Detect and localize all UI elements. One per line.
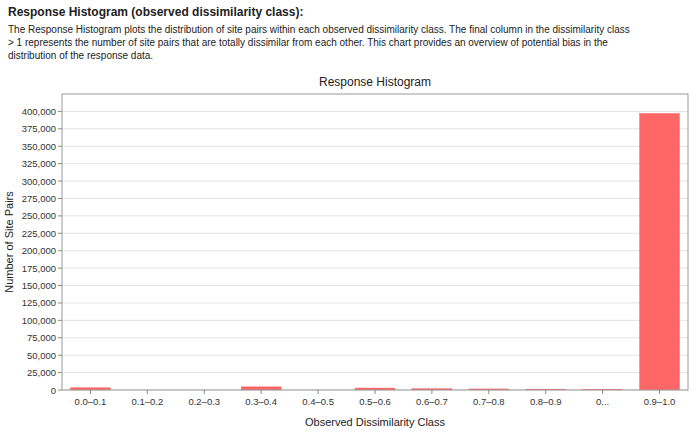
x-tick: [488, 390, 489, 394]
x-tick-label: 0...: [596, 396, 609, 407]
x-tick: [147, 390, 148, 394]
bars: [71, 114, 680, 390]
x-tick-label: 0.2–0.3: [188, 396, 220, 407]
x-axis: 0.0–0.1 0.1–0.2 0.2–0.3 0.3–0.4 0.4–0.5 0.5–0…: [75, 390, 676, 407]
y-tick-label: 100,000: [22, 315, 56, 326]
x-tick: [602, 390, 603, 394]
grid-line: [62, 285, 688, 286]
y-tick-label: 375,000: [22, 123, 56, 134]
y-tick-label: 300,000: [22, 176, 56, 187]
grid-line: [62, 337, 688, 338]
y-tick-label: 200,000: [22, 245, 56, 256]
x-tick-label: 0.4–0.5: [302, 396, 334, 407]
y-axis-label: Number of Site Pairs: [3, 191, 15, 293]
grid-line: [62, 181, 688, 182]
x-tick-label: 0.3–0.4: [245, 396, 277, 407]
x-tick: [261, 390, 262, 394]
y-tick: [58, 233, 62, 234]
y-tick: [58, 337, 62, 338]
y-tick-label: 0: [51, 385, 56, 396]
plot-frame: [62, 94, 688, 390]
y-tick: [58, 215, 62, 216]
grid-line: [62, 250, 688, 251]
y-tick: [58, 146, 62, 147]
y-tick: [58, 198, 62, 199]
x-tick: [431, 390, 432, 394]
y-tick: [58, 268, 62, 269]
bar: [640, 114, 680, 390]
x-tick: [375, 390, 376, 394]
y-tick-label: 275,000: [22, 193, 56, 204]
grid-line: [62, 372, 688, 373]
y-tick-label: 400,000: [22, 106, 56, 117]
grid: [62, 111, 688, 390]
y-axis: 0 25,000 50,000 75,000 100,000 125,000 150,000…: [22, 106, 62, 396]
y-tick: [58, 372, 62, 373]
grid-line: [62, 163, 688, 164]
x-axis-label: Observed Dissimilarity Class: [305, 416, 445, 428]
grid-line: [62, 355, 688, 356]
grid-line: [62, 233, 688, 234]
y-tick-label: 75,000: [27, 332, 56, 343]
grid-line: [62, 128, 688, 129]
grid-line: [62, 111, 688, 112]
x-tick: [204, 390, 205, 394]
header-text: distribution of the response data.: [8, 50, 153, 61]
x-tick-label: 0.0–0.1: [75, 396, 107, 407]
y-tick-label: 225,000: [22, 228, 56, 239]
y-tick: [58, 320, 62, 321]
y-tick-label: 125,000: [22, 297, 56, 308]
y-tick-label: 150,000: [22, 280, 56, 291]
grid-line: [62, 198, 688, 199]
y-tick-label: 175,000: [22, 263, 56, 274]
y-tick: [58, 355, 62, 356]
chart-title: Response Histogram: [319, 75, 431, 89]
y-tick-label: 25,000: [27, 367, 56, 378]
x-tick: [659, 390, 660, 394]
grid-line: [62, 268, 688, 269]
y-tick-label: 325,000: [22, 158, 56, 169]
header-text: The Response Histogram plots the distrib…: [8, 24, 630, 35]
y-tick: [58, 181, 62, 182]
y-tick: [58, 285, 62, 286]
x-tick: [318, 390, 319, 394]
y-tick: [58, 250, 62, 251]
y-tick-label: 50,000: [27, 350, 56, 361]
y-tick: [58, 302, 62, 303]
y-tick: [58, 390, 62, 391]
y-tick-label: 350,000: [22, 141, 56, 152]
header-text: > 1 represents the number of site pairs …: [8, 37, 608, 48]
grid-line: [62, 146, 688, 147]
y-tick-label: 250,000: [22, 210, 56, 221]
grid-line: [62, 215, 688, 216]
x-tick-label: 0.6–0.7: [416, 396, 448, 407]
x-tick: [545, 390, 546, 394]
x-tick-label: 0.5–0.6: [359, 396, 391, 407]
x-tick-label: 0.8–0.9: [530, 396, 562, 407]
x-tick-label: 0.7–0.8: [473, 396, 505, 407]
grid-line: [62, 320, 688, 321]
x-tick-label: 0.9–1.0: [644, 396, 676, 407]
header-title: Response Histogram (observed dissimilari…: [8, 5, 303, 19]
x-tick-label: 0.1–0.2: [132, 396, 164, 407]
y-tick: [58, 111, 62, 112]
y-tick: [58, 163, 62, 164]
chart: Response Histogram (observed dissimilari…: [0, 0, 700, 436]
grid-line: [62, 302, 688, 303]
x-tick: [90, 390, 91, 394]
y-tick: [58, 128, 62, 129]
